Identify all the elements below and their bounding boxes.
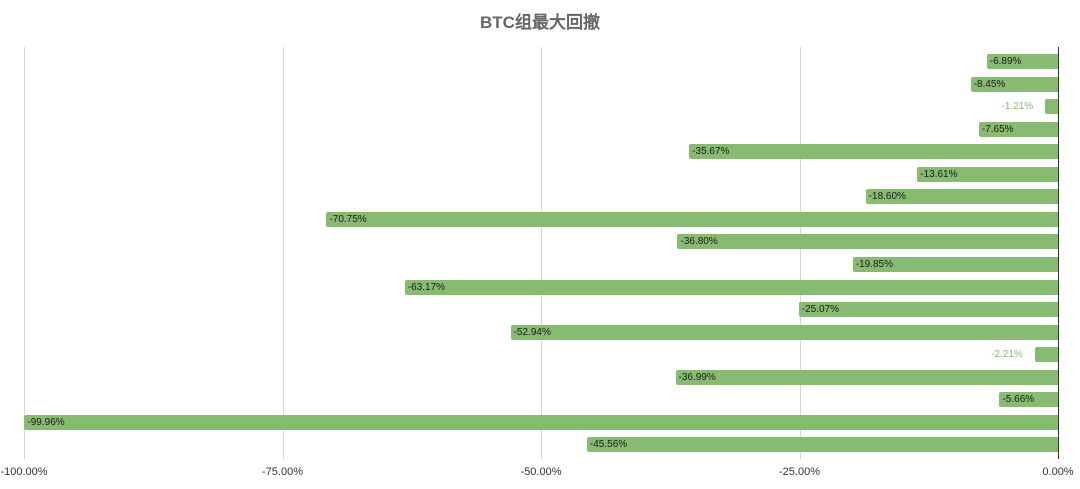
gridline bbox=[541, 47, 542, 459]
x-tick-label: -25.00% bbox=[779, 466, 820, 478]
x-tick-label: -100.00% bbox=[0, 466, 48, 478]
bar-value-label: -70.75% bbox=[329, 213, 367, 225]
bar[interactable] bbox=[689, 144, 1058, 160]
bar[interactable] bbox=[1045, 99, 1058, 115]
bar-value-label: -35.67% bbox=[692, 146, 730, 158]
bar-row: -25.07% bbox=[24, 302, 1058, 318]
bar[interactable] bbox=[24, 414, 1058, 430]
bar[interactable] bbox=[677, 234, 1058, 250]
bar[interactable] bbox=[510, 324, 1058, 340]
bar-row: -35.67% bbox=[24, 144, 1058, 160]
bar-value-label: -45.56% bbox=[589, 439, 628, 451]
bar-row: -1.21% bbox=[24, 99, 1058, 115]
zero-axis-line bbox=[1058, 47, 1059, 459]
bar-value-label: -19.85% bbox=[855, 258, 893, 270]
gridline bbox=[799, 47, 801, 459]
bar-row: -36.99% bbox=[24, 369, 1058, 385]
bar[interactable] bbox=[404, 279, 1058, 295]
bar-value-label: -52.94% bbox=[513, 326, 551, 338]
gridline bbox=[24, 47, 25, 459]
bar-value-label: -25.07% bbox=[801, 304, 840, 316]
bar-row: -18.60% bbox=[24, 189, 1058, 205]
bar-row: -19.85% bbox=[24, 256, 1058, 272]
bar-row: -7.65% bbox=[24, 121, 1058, 137]
bar-value-label: -63.17% bbox=[407, 281, 446, 293]
chart-title: BTC组最大回撤 bbox=[480, 13, 600, 32]
bar-value-label: -6.89% bbox=[989, 56, 1022, 67]
bar[interactable] bbox=[852, 256, 1058, 272]
bar-value-label: -7.65% bbox=[981, 123, 1014, 135]
bar-value-label: -8.45% bbox=[973, 78, 1006, 90]
bar-row: -5.66% bbox=[24, 392, 1058, 408]
bar-row: -8.45% bbox=[24, 76, 1058, 92]
bar-row: -13.61% bbox=[24, 166, 1058, 182]
gridline bbox=[282, 47, 284, 459]
bar-row: -52.94% bbox=[24, 324, 1058, 340]
bar-value-label: -99.96% bbox=[27, 416, 65, 428]
bar-value-label: -36.99% bbox=[678, 371, 716, 383]
x-tick-label: 0.00% bbox=[1042, 466, 1074, 478]
plot-area: -6.89% -8.45% -1.21% -7.65% -35.67% -13.61% -1… bbox=[24, 47, 1059, 459]
bar-value-label: -1.21% bbox=[1001, 101, 1034, 113]
bar-value-label: -13.61% bbox=[920, 168, 958, 180]
bar-row: -6.89% bbox=[24, 54, 1058, 69]
bar[interactable] bbox=[675, 369, 1058, 385]
x-tick-label: -75.00% bbox=[262, 466, 303, 478]
bar-row: -70.75% bbox=[24, 211, 1058, 227]
bar[interactable] bbox=[999, 392, 1058, 408]
bar-row: -2.21% bbox=[24, 347, 1058, 363]
bar-row: -36.80% bbox=[24, 234, 1058, 250]
bar-row: -99.96% bbox=[24, 414, 1058, 430]
bar[interactable] bbox=[917, 166, 1058, 182]
x-tick-label: -50.00% bbox=[520, 466, 562, 478]
bar[interactable] bbox=[865, 189, 1058, 205]
bar[interactable] bbox=[586, 437, 1058, 453]
bar-value-label: -2.21% bbox=[991, 349, 1023, 361]
bar[interactable] bbox=[978, 121, 1058, 137]
bar-row: -63.17% bbox=[24, 279, 1058, 295]
bar-value-label: -5.66% bbox=[1002, 394, 1035, 406]
bar[interactable] bbox=[970, 76, 1058, 92]
bar[interactable] bbox=[798, 302, 1058, 318]
bar-value-label: -18.60% bbox=[868, 191, 906, 203]
bar[interactable] bbox=[986, 54, 1058, 69]
bar[interactable] bbox=[1035, 347, 1058, 363]
bar[interactable] bbox=[326, 211, 1058, 227]
bar-value-label: -36.80% bbox=[680, 236, 718, 248]
bar-row: -45.56% bbox=[24, 437, 1058, 453]
